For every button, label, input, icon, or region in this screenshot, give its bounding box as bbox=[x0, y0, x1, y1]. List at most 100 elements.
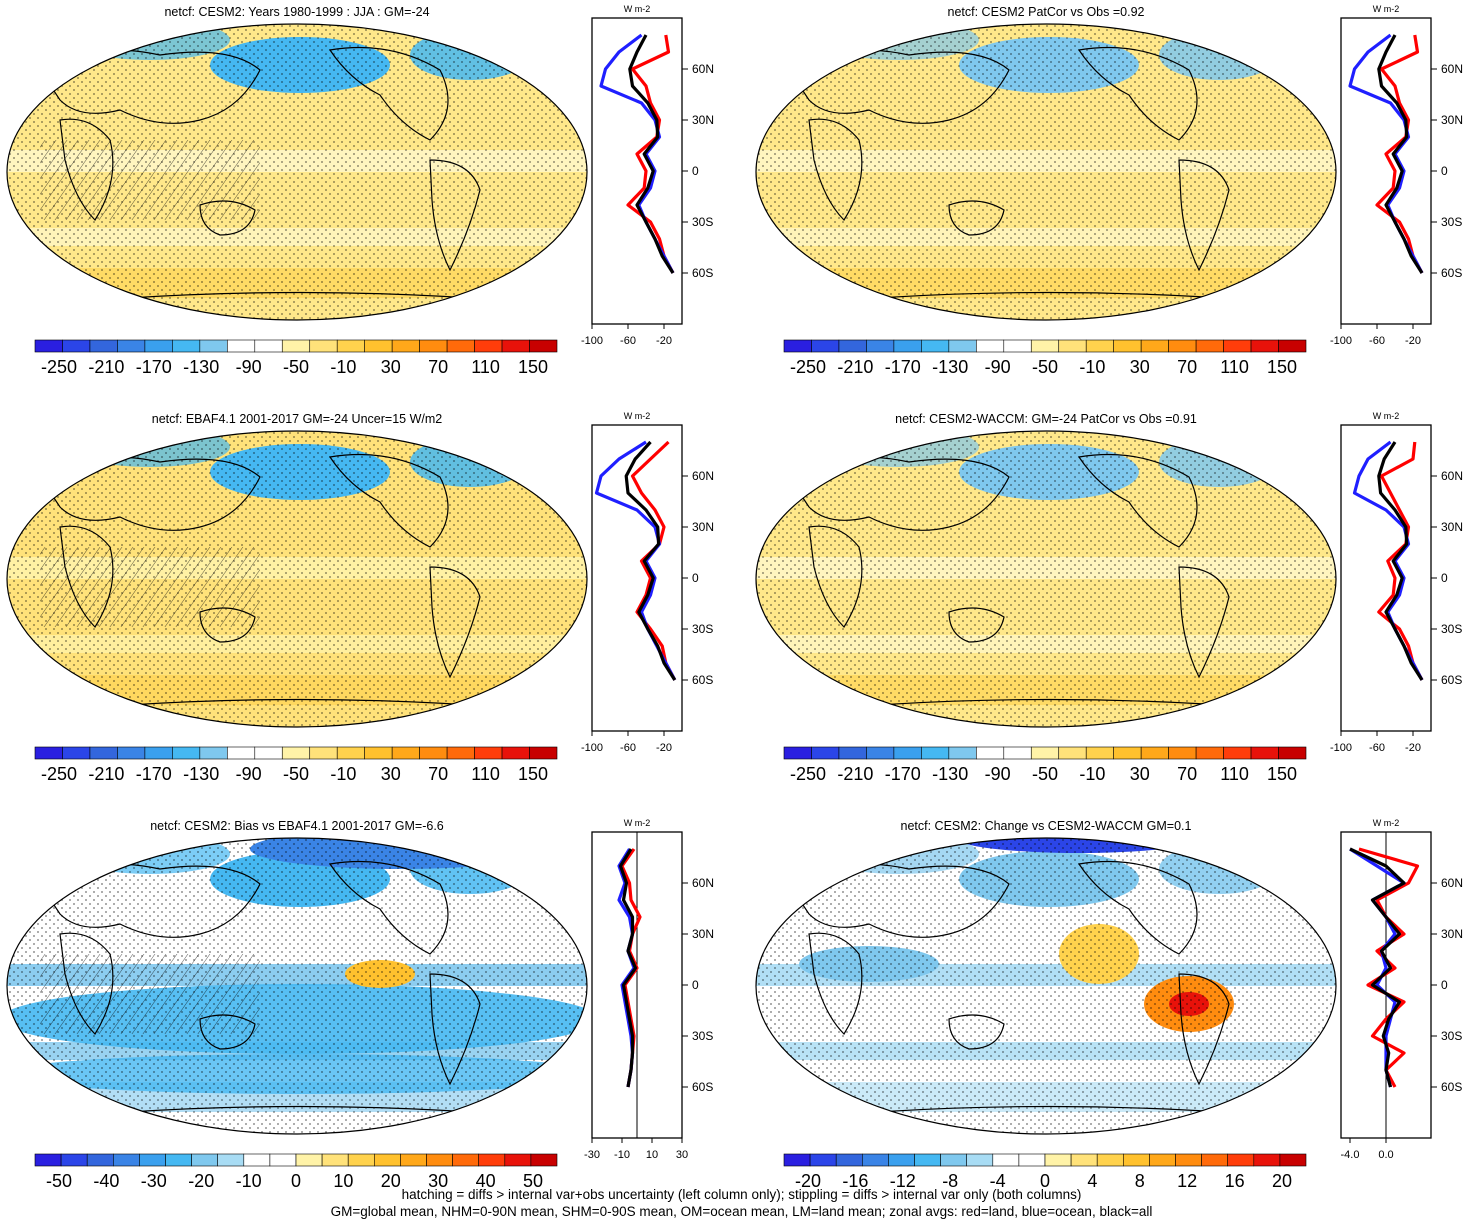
panel-3: netcf: EBAF4.1 2001-2017 GM=-24 Uncer=15… bbox=[6, 411, 714, 784]
lat-label: 30S bbox=[1441, 1029, 1462, 1043]
colorbar-label: 110 bbox=[1220, 764, 1249, 784]
colorbar-swatch bbox=[529, 339, 558, 353]
zonal-unit: W m-2 bbox=[1373, 818, 1400, 828]
zonal-frame bbox=[591, 17, 683, 325]
colorbar-label: 110 bbox=[1220, 357, 1249, 377]
zonal-mean-plot: W m-2 60N 30N 0 30S 60S -100 -60 -20 bbox=[581, 4, 714, 347]
panel-1: netcf: CESM2: Years 1980-1999 : JJA : GM… bbox=[6, 4, 714, 377]
colorbar-label: -130 bbox=[932, 357, 968, 377]
zonal-unit: W m-2 bbox=[1373, 411, 1400, 421]
colorbar-swatch bbox=[783, 1153, 811, 1167]
lat-label: 0 bbox=[692, 978, 699, 992]
colorbar-swatch bbox=[309, 339, 338, 353]
colorbar-label: 70 bbox=[428, 357, 448, 377]
colorbar-swatch bbox=[1279, 1153, 1307, 1167]
zonal-unit: W m-2 bbox=[624, 4, 651, 14]
x-tick-label: 10 bbox=[646, 1149, 658, 1161]
lat-label: 30S bbox=[1441, 622, 1462, 636]
colorbar-swatch bbox=[1278, 339, 1307, 353]
lat-label: 60N bbox=[692, 876, 714, 890]
map-field bbox=[756, 24, 1336, 320]
colorbar-swatch bbox=[474, 746, 503, 760]
panel-6: netcf: CESM2: Change vs CESM2-WACCM GM=0… bbox=[755, 818, 1463, 1191]
colorbar-label: -90 bbox=[985, 764, 1011, 784]
colorbar-swatch bbox=[446, 746, 475, 760]
zonal-frame bbox=[1340, 424, 1432, 732]
lat-label: 60S bbox=[692, 266, 713, 280]
x-tick-label: -4.0 bbox=[1341, 1149, 1360, 1161]
colorbar-swatch bbox=[921, 339, 950, 353]
colorbar-swatch bbox=[811, 746, 840, 760]
lat-label: 30N bbox=[692, 927, 714, 941]
colorbar-swatch bbox=[1070, 1153, 1098, 1167]
lat-label: 30S bbox=[692, 622, 713, 636]
panel-title: netcf: CESM2: Years 1980-1999 : JJA : GM… bbox=[164, 5, 429, 19]
colorbar-swatch bbox=[1113, 746, 1142, 760]
colorbar-label: -20 bbox=[188, 1171, 214, 1191]
colorbar-swatch bbox=[1278, 746, 1307, 760]
colorbar-label: 30 bbox=[381, 357, 401, 377]
colorbar-label: -170 bbox=[885, 764, 921, 784]
panel-title: netcf: CESM2: Change vs CESM2-WACCM GM=0… bbox=[901, 819, 1192, 833]
colorbar-label: 70 bbox=[1177, 764, 1197, 784]
colorbar-label: 10 bbox=[333, 1171, 353, 1191]
colorbar-label: -130 bbox=[183, 764, 219, 784]
colorbar-swatch bbox=[1140, 746, 1169, 760]
colorbar-swatch bbox=[281, 339, 311, 353]
lat-label: 60N bbox=[692, 469, 714, 483]
colorbar-label: -210 bbox=[88, 764, 124, 784]
colorbar-label: -4 bbox=[990, 1171, 1006, 1191]
colorbar: -20 -16 -12 -8 -4 0 4 8 12 16 20 bbox=[783, 1153, 1307, 1191]
colorbar-swatch bbox=[1003, 339, 1032, 353]
colorbar-label: 0 bbox=[291, 1171, 301, 1191]
colorbar-swatch bbox=[1195, 339, 1224, 353]
footer-line-1: hatching = diffs > internal var+obs unce… bbox=[401, 1187, 1082, 1202]
colorbar-swatch bbox=[281, 746, 311, 760]
zonal-land-line bbox=[1375, 34, 1424, 274]
colorbar-swatch bbox=[191, 1153, 219, 1167]
colorbar-swatch bbox=[199, 746, 228, 760]
colorbar-swatch bbox=[336, 339, 365, 353]
colorbar-swatch bbox=[419, 746, 448, 760]
zonal-mean-plot: W m-2 60N 30N 0 30S 60S -4.0 0.0 bbox=[1340, 818, 1463, 1161]
zonal-unit: W m-2 bbox=[624, 411, 651, 421]
colorbar-label: -10 bbox=[330, 764, 356, 784]
map-border bbox=[755, 23, 1337, 321]
colorbar: -250 -210 -170 -130 -90 -50 -10 30 70 110 150 bbox=[783, 339, 1307, 377]
colorbar-swatch bbox=[1058, 339, 1087, 353]
colorbar-swatch bbox=[86, 1153, 114, 1167]
colorbar-label: 110 bbox=[471, 357, 500, 377]
x-tick-label: -20 bbox=[656, 335, 672, 347]
colorbar-swatch bbox=[835, 1153, 863, 1167]
map-border bbox=[755, 430, 1337, 728]
colorbar-swatch bbox=[113, 1153, 140, 1167]
colorbar-swatch bbox=[1044, 1153, 1072, 1167]
lat-label: 60S bbox=[692, 1080, 713, 1094]
zonal-land-line bbox=[1377, 441, 1424, 681]
colorbar-swatch bbox=[478, 1153, 506, 1167]
colorbar-swatch bbox=[1122, 1153, 1150, 1167]
lat-label: 30N bbox=[692, 113, 714, 127]
x-tick-label: -30 bbox=[584, 1149, 600, 1161]
colorbar-swatch bbox=[976, 339, 1005, 353]
panel-5: netcf: CESM2: Bias vs EBAF4.1 2001-2017 … bbox=[6, 818, 714, 1191]
colorbar-swatch bbox=[921, 746, 950, 760]
panel-title: netcf: CESM2 PatCor vs Obs =0.92 bbox=[948, 5, 1145, 19]
colorbar-label: -30 bbox=[141, 1171, 167, 1191]
colorbar-swatch bbox=[976, 746, 1005, 760]
colorbar-swatch bbox=[1030, 339, 1060, 353]
colorbar-swatch bbox=[1058, 746, 1087, 760]
zonal-mean-plot: W m-2 60N 30N 0 30S 60S -100 -60 -20 bbox=[581, 411, 714, 754]
colorbar-swatch bbox=[1085, 339, 1114, 353]
colorbar-swatch bbox=[89, 339, 118, 353]
colorbar-label: 0 bbox=[1040, 1171, 1050, 1191]
zonal-all-line bbox=[1377, 441, 1424, 681]
colorbar-label: 8 bbox=[1135, 1171, 1145, 1191]
colorbar-swatch bbox=[914, 1153, 941, 1167]
lat-label: 30S bbox=[692, 215, 713, 229]
colorbar-label: -50 bbox=[283, 764, 309, 784]
colorbar-label: -90 bbox=[985, 357, 1011, 377]
lat-label: 0 bbox=[1441, 164, 1448, 178]
colorbar-swatch bbox=[530, 1153, 558, 1167]
